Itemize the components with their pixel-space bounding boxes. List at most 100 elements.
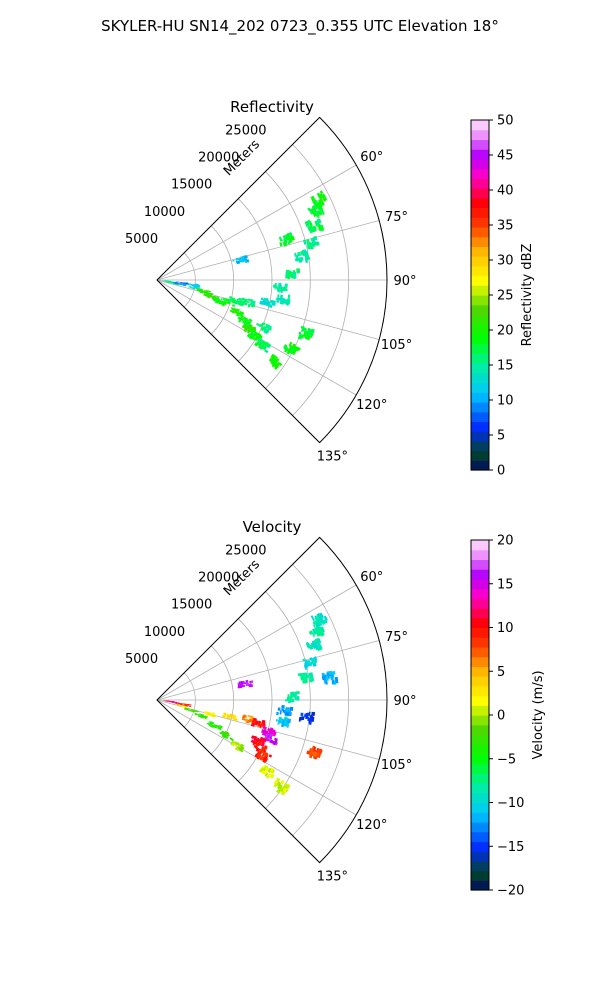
echo-gate bbox=[173, 283, 177, 285]
echo-gate bbox=[209, 723, 212, 726]
echo-gate bbox=[243, 255, 248, 259]
echo-gate bbox=[249, 715, 254, 719]
echo-cell bbox=[258, 764, 275, 779]
echo-gate bbox=[188, 286, 193, 288]
echo-gate bbox=[323, 615, 328, 622]
echo-gate bbox=[197, 289, 200, 292]
echo-cell bbox=[308, 622, 325, 637]
echo-gate bbox=[220, 731, 225, 735]
echo-gate bbox=[230, 299, 233, 302]
echo-gate bbox=[247, 303, 251, 308]
echo-gate bbox=[270, 740, 276, 745]
echo-cell bbox=[275, 716, 291, 728]
echo-gate bbox=[180, 703, 185, 705]
echo-cell bbox=[297, 325, 315, 341]
echo-gate bbox=[227, 714, 230, 718]
echo-gate bbox=[224, 300, 229, 304]
echo-gate bbox=[239, 749, 244, 753]
colorbar-tick-label: 0 bbox=[497, 709, 505, 724]
echo-gate bbox=[314, 615, 320, 622]
colorbar-swatch bbox=[471, 256, 489, 267]
colorbar-swatch bbox=[471, 851, 489, 862]
echo-gate bbox=[331, 671, 336, 675]
echo-gate bbox=[243, 316, 247, 320]
echo-gate bbox=[284, 283, 288, 288]
colorbar-tick-label: 20 bbox=[497, 324, 514, 339]
echo-gate bbox=[205, 290, 209, 293]
echo-gate bbox=[196, 286, 200, 289]
echo-gate bbox=[305, 712, 310, 716]
echo-gate bbox=[257, 751, 262, 755]
echo-cell bbox=[259, 297, 276, 309]
echo-gate bbox=[294, 252, 297, 257]
echo-gate bbox=[283, 710, 287, 714]
echo-gate bbox=[172, 283, 175, 285]
echo-gate bbox=[302, 675, 306, 681]
echo-gate bbox=[294, 696, 297, 700]
echo-gate bbox=[255, 746, 258, 750]
colorbar-swatch bbox=[471, 685, 489, 697]
colorbar-tick-label: 40 bbox=[497, 184, 514, 199]
echo-gate bbox=[305, 674, 308, 680]
echo-gate bbox=[308, 718, 312, 724]
colorbar-swatch bbox=[471, 870, 489, 881]
echo-gate bbox=[248, 684, 251, 688]
echo-gate bbox=[236, 301, 241, 304]
echo-gate bbox=[275, 364, 280, 368]
echo-gate bbox=[184, 703, 186, 705]
echo-gate bbox=[179, 283, 183, 286]
colorbar-tick-label: 50 bbox=[497, 114, 514, 129]
echo-gate bbox=[251, 336, 257, 341]
colorbar-tick-label: 5 bbox=[497, 665, 505, 680]
echo-gate bbox=[268, 728, 273, 733]
angle-tick-label: 60° bbox=[360, 570, 383, 585]
echo-gate bbox=[263, 730, 268, 734]
echo-gate bbox=[247, 325, 252, 330]
colorbar-swatch bbox=[471, 411, 489, 422]
echo-gate bbox=[226, 732, 230, 735]
echo-gate bbox=[318, 209, 323, 214]
echo-cell bbox=[276, 705, 294, 717]
radial-tick-label: 25000 bbox=[225, 543, 266, 558]
echo-gate bbox=[258, 720, 261, 724]
colorbar-swatch bbox=[471, 324, 489, 335]
echo-gate bbox=[311, 711, 316, 716]
echo-gate bbox=[303, 664, 307, 668]
echo-gate bbox=[267, 325, 272, 330]
echo-gate bbox=[250, 722, 256, 727]
echo-gate bbox=[305, 250, 309, 255]
colorbar-swatch bbox=[471, 559, 489, 570]
echo-gate bbox=[177, 282, 181, 284]
echo-gate bbox=[240, 744, 244, 748]
echo-gate bbox=[309, 242, 314, 247]
angle-tick-label: 75° bbox=[385, 210, 408, 225]
colorbar-swatch bbox=[471, 440, 489, 452]
echo-gate bbox=[242, 715, 246, 719]
echo-gate bbox=[310, 208, 314, 214]
echo-gate bbox=[241, 297, 245, 301]
sector-frame bbox=[156, 116, 388, 444]
echo-gate bbox=[259, 724, 263, 729]
echo-gate bbox=[267, 773, 273, 778]
colorbar-swatch bbox=[471, 149, 489, 160]
azimuth-spoke bbox=[156, 584, 357, 701]
colorbar-swatch bbox=[471, 763, 489, 774]
colorbar-swatch bbox=[471, 392, 489, 403]
echo-gate bbox=[259, 749, 263, 753]
echo-gate bbox=[167, 281, 171, 282]
echo-gate bbox=[174, 701, 179, 703]
colorbar-swatch bbox=[471, 401, 489, 413]
echo-gate bbox=[231, 297, 236, 301]
echo-gate bbox=[309, 676, 315, 682]
echo-gate bbox=[244, 258, 248, 261]
colorbar-tick-label: 25 bbox=[497, 289, 514, 304]
echo-gate bbox=[312, 663, 317, 667]
echo-cell bbox=[298, 711, 316, 725]
echo-gate bbox=[296, 697, 300, 701]
echo-gate bbox=[209, 720, 214, 724]
echo-gate bbox=[247, 298, 251, 302]
echo-gate bbox=[178, 704, 182, 706]
echo-cell bbox=[252, 740, 268, 754]
echo-gate bbox=[287, 240, 291, 245]
